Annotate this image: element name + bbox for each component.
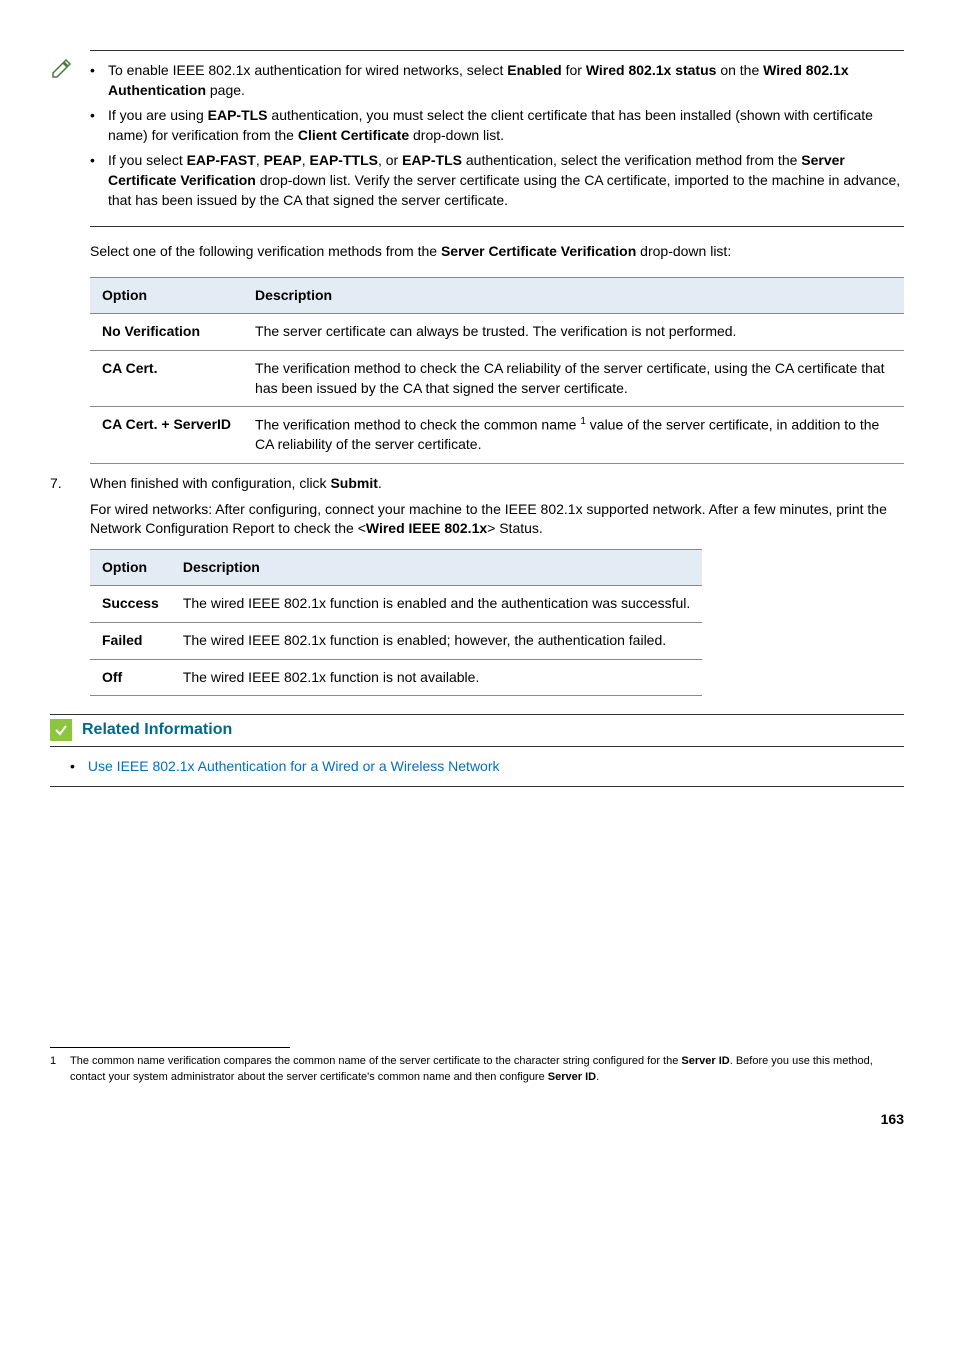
opt-cell: Failed: [90, 622, 171, 659]
desc-cell: The wired IEEE 802.1x function is not av…: [171, 659, 702, 696]
table-header-row: Option Description: [90, 549, 702, 586]
footnote-1: 1 The common name verification compares …: [50, 1054, 904, 1085]
note-bullet-3: If you select EAP-FAST, PEAP, EAP-TTLS, …: [90, 151, 904, 210]
intro-text: Select one of the following verification…: [90, 242, 904, 262]
opt-cell: No Verification: [90, 314, 243, 351]
table-row: CA Cert. The verification method to chec…: [90, 350, 904, 406]
footnote-text: The common name verification compares th…: [70, 1054, 904, 1085]
footnote-number: 1: [50, 1054, 70, 1085]
note-icon: [50, 56, 74, 86]
desc-cell: The wired IEEE 802.1x function is enable…: [171, 586, 702, 623]
note-bullet-1: To enable IEEE 802.1x authentication for…: [90, 61, 904, 100]
table-header-row: Option Description: [90, 277, 904, 314]
status-table: Option Description Success The wired IEE…: [90, 549, 702, 696]
verification-methods-table: Option Description No Verification The s…: [90, 277, 904, 464]
opt-cell: CA Cert. + ServerID: [90, 407, 243, 464]
table-row: Failed The wired IEEE 802.1x function is…: [90, 622, 702, 659]
opt-cell: Off: [90, 659, 171, 696]
related-information-header: Related Information: [50, 714, 904, 746]
step7-line2: For wired networks: After configuring, c…: [90, 500, 904, 539]
step7-line1: When finished with configuration, click …: [90, 474, 904, 494]
note-bullet-2: If you are using EAP-TLS authentication,…: [90, 106, 904, 145]
related-title: Related Information: [82, 719, 232, 741]
related-links: • Use IEEE 802.1x Authentication for a W…: [50, 747, 904, 788]
desc-cell: The verification method to check the com…: [243, 407, 904, 464]
note-box: To enable IEEE 802.1x authentication for…: [90, 50, 904, 227]
desc-cell: The verification method to check the CA …: [243, 350, 904, 406]
desc-cell: The wired IEEE 802.1x function is enable…: [171, 622, 702, 659]
table-row: CA Cert. + ServerID The verification met…: [90, 407, 904, 464]
opt-cell: Success: [90, 586, 171, 623]
opt-cell: CA Cert.: [90, 350, 243, 406]
table-row: Success The wired IEEE 802.1x function i…: [90, 586, 702, 623]
table-row: No Verification The server certificate c…: [90, 314, 904, 351]
th-option: Option: [90, 549, 171, 586]
step-number: 7.: [50, 474, 90, 494]
bullet: •: [70, 757, 84, 777]
step-7: 7. When finished with configuration, cli…: [50, 474, 904, 539]
checkmark-icon: [50, 719, 72, 741]
table-row: Off The wired IEEE 802.1x function is no…: [90, 659, 702, 696]
footnote-rule: [50, 1047, 290, 1048]
th-option: Option: [90, 277, 243, 314]
desc-cell: The server certificate can always be tru…: [243, 314, 904, 351]
page-number: 163: [50, 1110, 904, 1130]
related-link[interactable]: Use IEEE 802.1x Authentication for a Wir…: [88, 758, 500, 774]
th-description: Description: [171, 549, 702, 586]
th-description: Description: [243, 277, 904, 314]
